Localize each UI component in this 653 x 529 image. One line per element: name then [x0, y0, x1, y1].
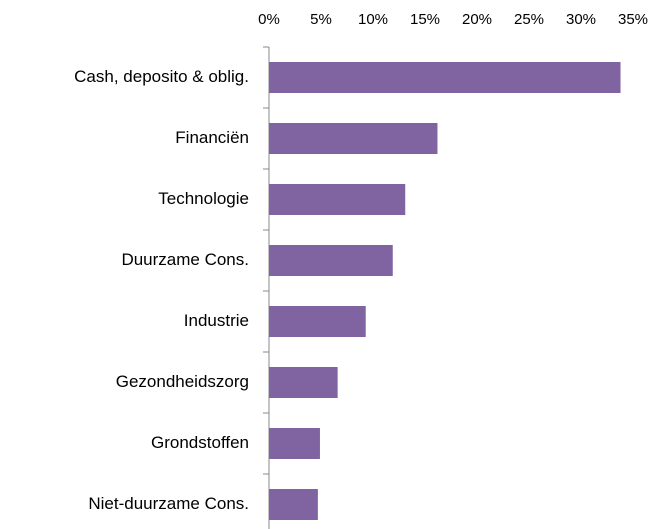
y-tick-label: Cash, deposito & oblig. [74, 67, 249, 86]
x-tick-label: 35% [618, 11, 648, 28]
y-tick-label: Financiën [175, 128, 249, 147]
y-tick-label: Industrie [184, 311, 249, 330]
x-tick-label: 10% [358, 11, 388, 28]
bar [269, 245, 393, 276]
y-tick-label: Grondstoffen [151, 433, 249, 452]
x-tick-label: 15% [410, 11, 440, 28]
bar [269, 123, 438, 154]
y-tick-label: Gezondheidszorg [116, 372, 249, 391]
y-tick-label: Niet-duurzame Cons. [88, 494, 249, 513]
x-tick-label: 30% [566, 11, 596, 28]
x-tick-label: 20% [462, 11, 492, 28]
bar [269, 367, 338, 398]
bar [269, 62, 621, 93]
y-tick-label: Duurzame Cons. [121, 250, 249, 269]
x-tick-label: 25% [514, 11, 544, 28]
x-tick-label: 0% [258, 11, 280, 28]
bar [269, 306, 366, 337]
bar [269, 489, 318, 520]
x-tick-label: 5% [310, 11, 332, 28]
y-tick-label: Technologie [158, 189, 249, 208]
bar [269, 184, 406, 215]
bar [269, 428, 320, 459]
